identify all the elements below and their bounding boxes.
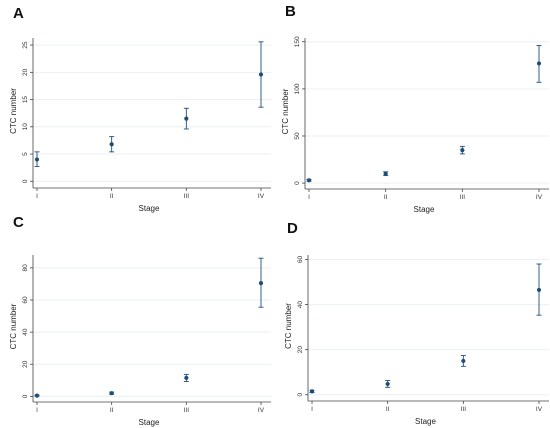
y-axis-title: CTC number	[9, 88, 18, 134]
y-tick-label: 0	[294, 181, 301, 185]
data-point	[461, 358, 466, 364]
y-tick-label: 15	[22, 96, 29, 104]
y-tick-label: 150	[294, 36, 301, 47]
x-axis-title: Stage	[414, 205, 435, 214]
data-point	[34, 157, 40, 162]
panel-letter: D	[287, 220, 298, 237]
x-tick-label: II	[110, 407, 114, 414]
panel-letter: C	[13, 214, 24, 231]
x-tick-label: I	[36, 407, 38, 414]
y-tick-label: 60	[22, 296, 29, 304]
y-axis-title: CTC number	[9, 303, 18, 349]
y-tick-label: 50	[294, 132, 301, 140]
x-axis-title: Stage	[139, 418, 160, 427]
data-point	[258, 72, 264, 77]
x-tick-label: II	[384, 194, 388, 201]
x-tick-label: IV	[258, 407, 265, 414]
y-tick-label: 0	[22, 394, 29, 398]
x-tick-label: III	[460, 194, 466, 201]
x-tick-label: IV	[536, 194, 543, 201]
y-tick-label: 100	[294, 83, 301, 94]
panel-d: D 0 20 40 60 I II III IV Stage CTC number	[275, 214, 550, 428]
panel-b: B 0 50 100 150 I II III IV Stage CTC number	[275, 0, 550, 214]
x-tick-label: IV	[536, 406, 543, 413]
x-axis-title: Stage	[139, 204, 160, 213]
panel-letter: A	[13, 5, 24, 22]
data-point	[109, 391, 114, 396]
data-point	[184, 375, 189, 381]
data-point	[309, 389, 315, 394]
x-tick-label: II	[386, 406, 390, 413]
y-tick-label: 20	[22, 68, 29, 76]
panel-a: A 0 5 10 15 20 25 I II III IV Stage CTC number	[0, 0, 275, 214]
x-tick-label: III	[184, 407, 190, 414]
x-tick-label: I	[311, 406, 313, 413]
data-point	[460, 148, 465, 153]
data-point	[383, 171, 388, 176]
x-axis-title: Stage	[415, 417, 436, 426]
x-tick-label: III	[184, 193, 190, 200]
data-point	[536, 61, 542, 66]
panel-c: C 0 20 40 60 80 I II III IV Stage CTC number	[0, 214, 275, 428]
x-tick-label: IV	[258, 193, 265, 200]
data-point	[109, 142, 114, 147]
y-tick-label: 20	[22, 360, 29, 368]
x-tick-label: I	[308, 194, 310, 201]
y-tick-label: 40	[22, 328, 29, 336]
panel-letter: B	[285, 3, 296, 20]
y-tick-label: 20	[297, 346, 304, 354]
data-point	[385, 381, 390, 387]
data-point	[34, 393, 40, 398]
y-tick-label: 25	[22, 41, 29, 49]
data-point	[184, 116, 189, 121]
y-tick-label: 40	[297, 301, 304, 309]
y-tick-label: 80	[22, 264, 29, 272]
data-point	[536, 287, 542, 293]
data-point	[258, 281, 264, 286]
y-tick-label: 5	[22, 152, 29, 156]
x-tick-label: III	[461, 406, 467, 413]
x-tick-label: I	[36, 193, 38, 200]
y-tick-label: 10	[22, 123, 29, 131]
x-tick-label: II	[110, 193, 114, 200]
y-tick-label: 0	[22, 179, 29, 183]
y-axis-title: CTC number	[284, 303, 293, 349]
y-tick-label: 0	[297, 393, 304, 397]
y-axis-title: CTC number	[281, 88, 290, 134]
data-point	[306, 178, 312, 183]
y-tick-label: 60	[297, 256, 304, 264]
